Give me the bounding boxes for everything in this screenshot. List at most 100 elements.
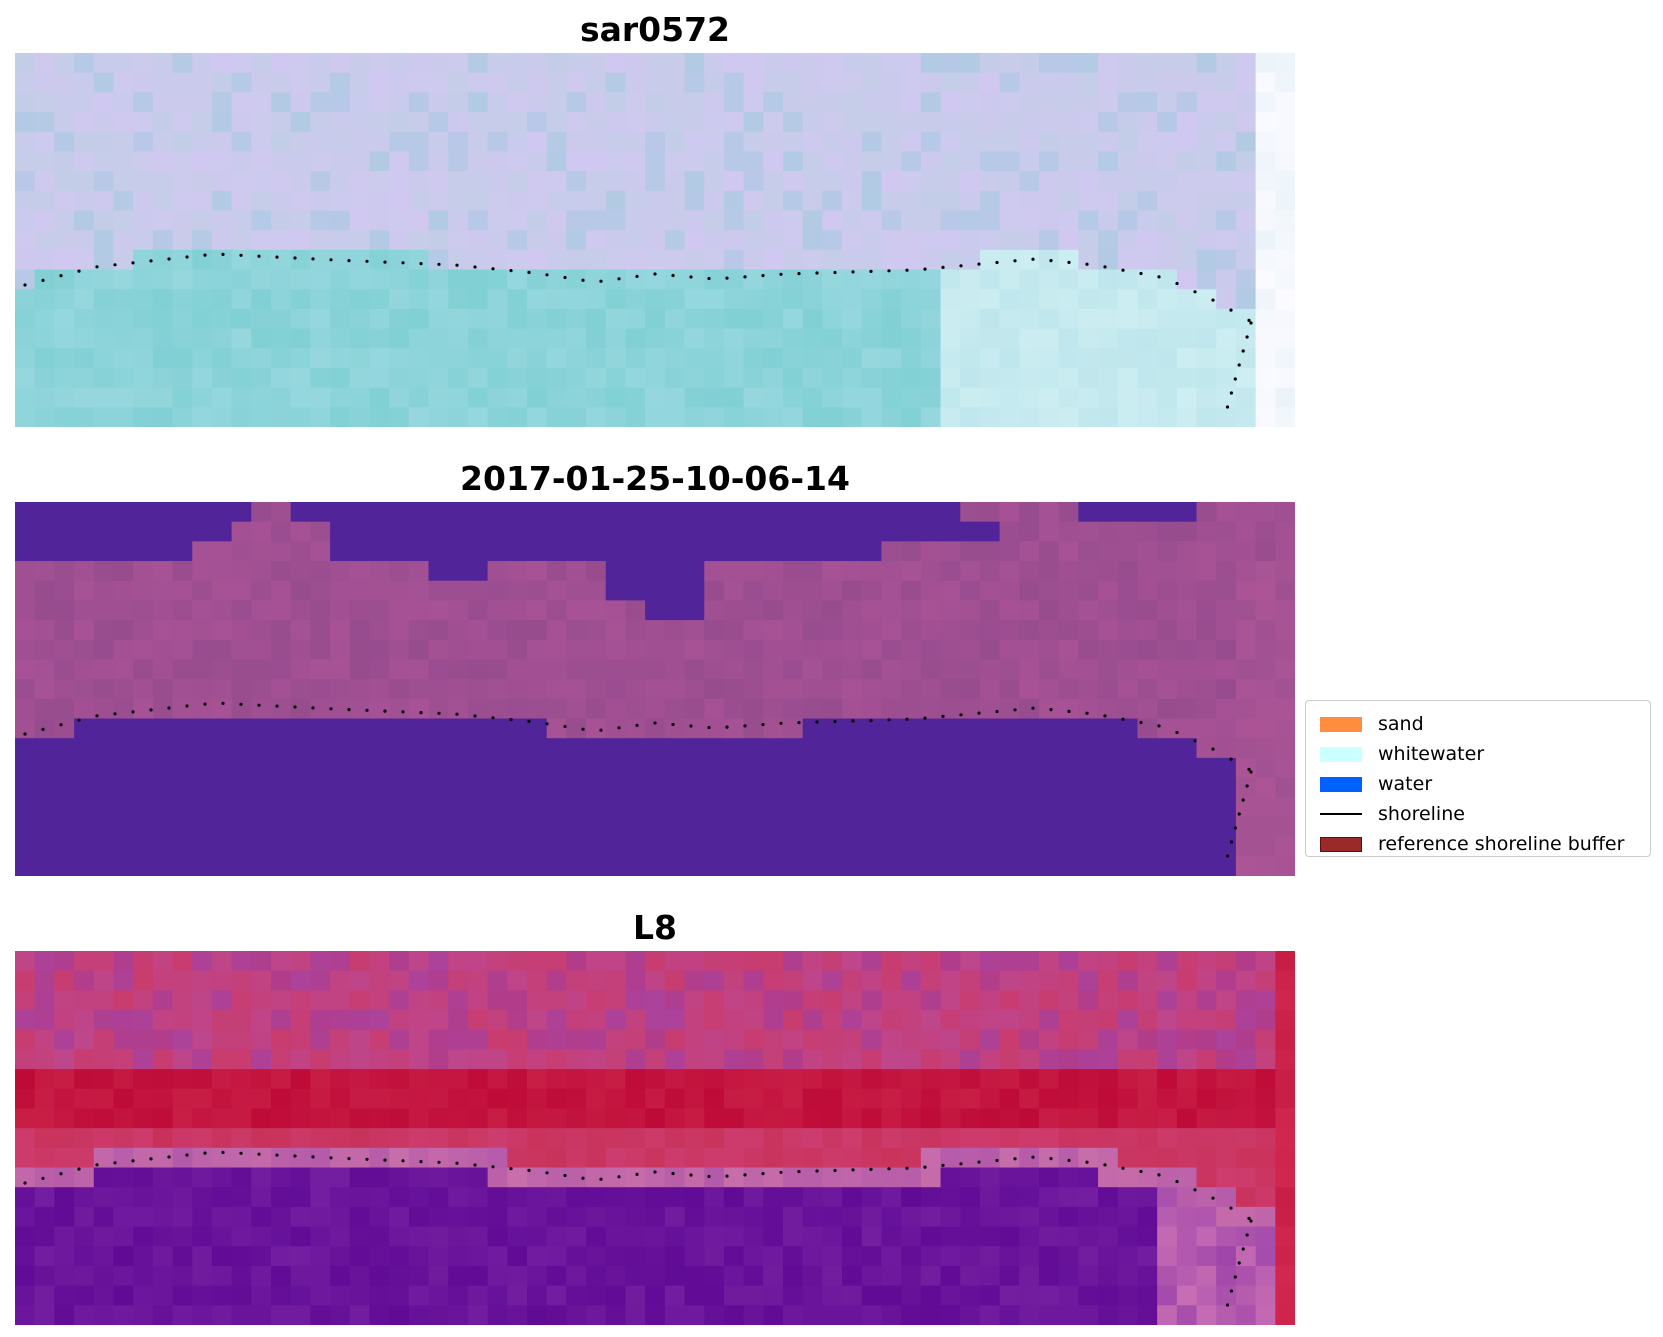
raster-pixel <box>74 1305 95 1325</box>
raster-pixel <box>211 698 233 720</box>
raster-pixel <box>645 72 666 93</box>
raster-pixel <box>389 328 410 349</box>
raster-pixel <box>231 777 252 798</box>
raster-pixel <box>271 1147 292 1169</box>
raster-pixel <box>940 1128 961 1149</box>
raster-pixel <box>251 679 272 700</box>
raster-pixel <box>684 718 705 739</box>
raster-pixel <box>743 580 764 602</box>
raster-pixel <box>546 53 567 74</box>
raster-pixel <box>1216 777 1237 798</box>
raster-pixel <box>1275 112 1295 133</box>
raster-pixel <box>1157 521 1178 542</box>
raster-pixel <box>586 1147 607 1169</box>
raster-pixel <box>330 580 351 602</box>
raster-pixel <box>487 856 508 876</box>
raster-pixel <box>310 1285 331 1306</box>
raster-pixel <box>1019 131 1040 153</box>
raster-pixel <box>802 836 823 857</box>
raster-pixel <box>664 1029 686 1051</box>
raster-pixel <box>546 1305 567 1325</box>
raster-pixel <box>192 230 213 251</box>
raster-pixel <box>152 289 174 310</box>
raster-pixel <box>1157 600 1178 621</box>
legend-box: sand whitewater water shoreline referenc… <box>1305 700 1651 857</box>
raster-pixel <box>940 230 961 251</box>
raster-pixel <box>842 738 863 759</box>
raster-pixel <box>1216 639 1237 661</box>
raster-pixel <box>783 951 804 972</box>
raster-pixel <box>940 289 961 310</box>
raster-pixel <box>645 856 666 876</box>
raster-pixel <box>566 600 587 621</box>
raster-pixel <box>1058 1265 1079 1287</box>
raster-pixel <box>113 816 134 838</box>
raster-pixel <box>901 659 922 680</box>
raster-pixel <box>290 580 311 602</box>
raster-pixel <box>408 757 430 779</box>
raster-pixel <box>625 289 646 310</box>
raster-pixel <box>881 1147 902 1169</box>
raster-pixel <box>566 836 587 857</box>
raster-pixel <box>1039 269 1060 290</box>
raster-pixel <box>290 1246 311 1267</box>
raster-pixel <box>389 131 410 153</box>
raster-pixel <box>271 249 292 271</box>
raster-pixel <box>487 1010 508 1031</box>
raster-pixel <box>271 269 292 290</box>
raster-pixel <box>704 836 725 857</box>
raster-pixel <box>251 718 272 739</box>
raster-pixel <box>211 738 233 759</box>
raster-pixel <box>290 816 311 838</box>
raster-pixel <box>1078 1128 1099 1149</box>
raster-pixel <box>74 757 95 779</box>
raster-pixel <box>211 171 233 192</box>
raster-pixel <box>960 777 981 798</box>
raster-pixel <box>487 92 508 113</box>
raster-pixel <box>664 836 686 857</box>
raster-pixel <box>1275 1305 1295 1325</box>
raster-pixel <box>763 72 784 93</box>
raster-pixel <box>1216 738 1237 759</box>
raster-pixel <box>645 502 666 523</box>
raster-pixel <box>527 289 548 310</box>
raster-pixel <box>152 541 174 562</box>
raster-pixel <box>231 659 252 680</box>
raster-pixel <box>723 679 745 700</box>
raster-pixel <box>1117 1069 1139 1090</box>
raster-pixel <box>605 951 627 972</box>
raster-pixel <box>1078 816 1099 838</box>
raster-pixel <box>625 407 646 427</box>
raster-pixel <box>743 990 764 1011</box>
raster-pixel <box>684 210 705 231</box>
raster-pixel <box>93 797 115 818</box>
raster-pixel <box>448 990 469 1011</box>
raster-pixel <box>192 190 213 212</box>
raster-pixel <box>704 1206 725 1228</box>
raster-pixel <box>645 1010 666 1031</box>
raster-pixel <box>1019 1206 1040 1228</box>
raster-pixel <box>54 230 75 251</box>
raster-pixel <box>251 308 272 330</box>
raster-pixel <box>34 1029 55 1051</box>
raster-pixel <box>271 738 292 759</box>
raster-pixel <box>979 541 1001 562</box>
raster-pixel <box>15 1049 36 1070</box>
raster-pixel <box>586 856 607 876</box>
raster-pixel <box>842 151 863 172</box>
raster-pixel <box>290 230 311 251</box>
raster-pixel <box>113 230 134 251</box>
raster-pixel <box>290 112 311 133</box>
raster-pixel <box>723 210 745 231</box>
raster-pixel <box>901 777 922 798</box>
raster-pixel <box>566 718 587 739</box>
raster-pixel <box>231 718 252 739</box>
raster-pixel <box>349 1206 371 1228</box>
raster-pixel <box>310 249 331 271</box>
raster-pixel <box>1137 951 1158 972</box>
raster-pixel <box>1039 112 1060 133</box>
raster-pixel <box>822 970 843 991</box>
raster-pixel <box>467 580 489 602</box>
raster-pixel <box>684 502 705 523</box>
raster-pixel <box>15 639 36 661</box>
